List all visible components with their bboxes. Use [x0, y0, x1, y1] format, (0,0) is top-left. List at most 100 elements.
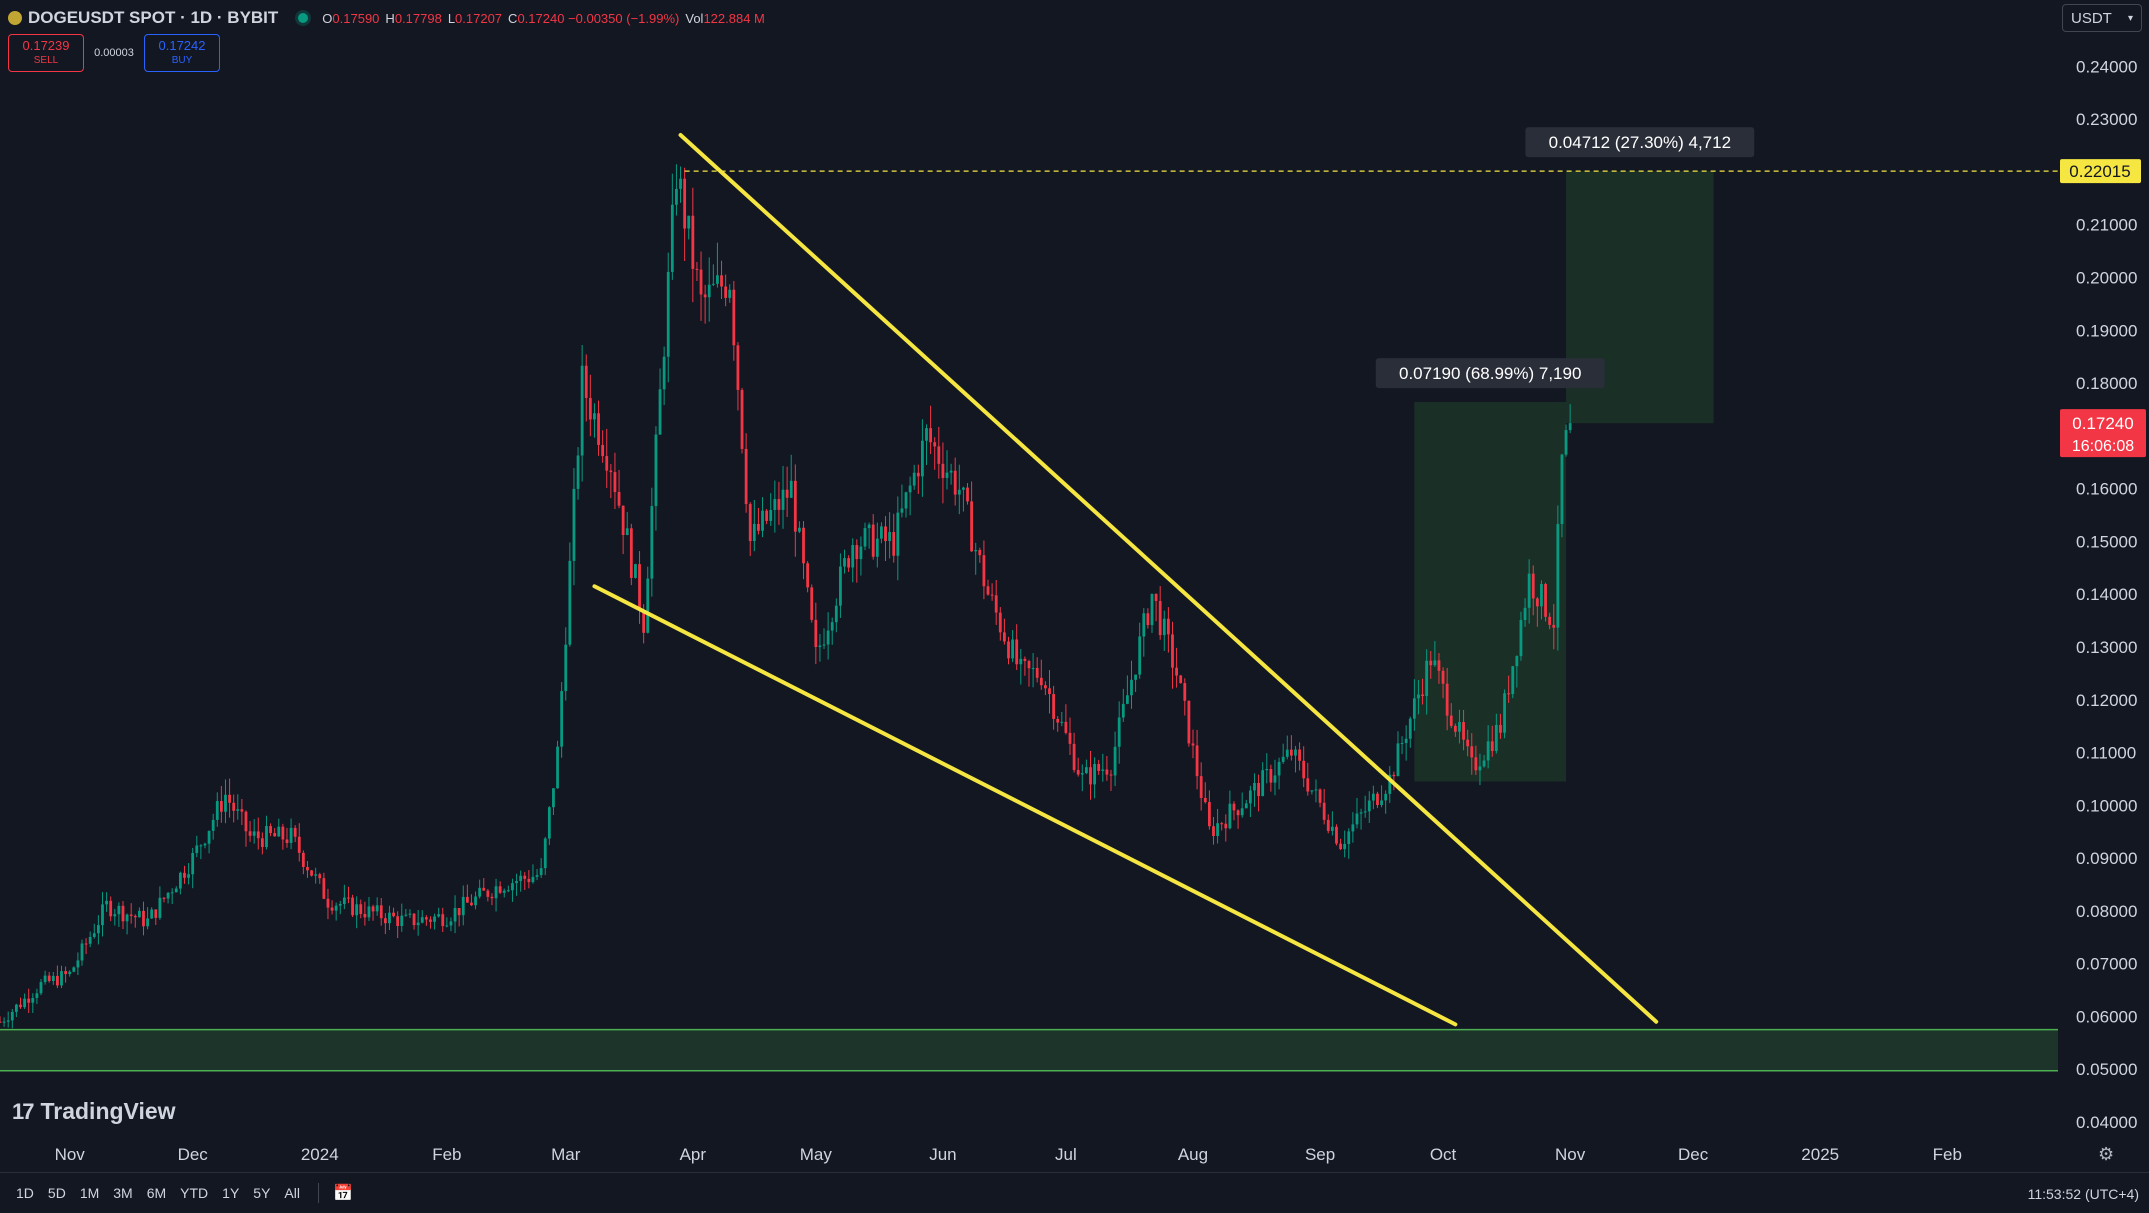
clock: 11:53:52 (UTC+4) — [2027, 1186, 2139, 1202]
symbol-title[interactable]: DOGEUSDT SPOT · 1D · BYBIT — [28, 8, 279, 27]
candle — [925, 428, 928, 441]
range-3m[interactable]: 3M — [113, 1185, 133, 1201]
candle — [543, 838, 547, 869]
candle — [871, 524, 875, 557]
candle — [260, 838, 264, 847]
price-axis[interactable] — [2058, 0, 2149, 1172]
range-1d[interactable]: 1D — [16, 1185, 34, 1201]
candle — [60, 971, 63, 986]
candle — [593, 413, 596, 420]
candle — [1343, 843, 1347, 850]
sell-button[interactable]: 0.17239 SELL — [8, 34, 84, 72]
candle — [757, 523, 760, 531]
range-1m[interactable]: 1M — [79, 1185, 100, 1201]
candle — [1093, 763, 1096, 785]
candle — [621, 505, 625, 535]
high-value: 0.17798 — [394, 10, 442, 26]
candle — [1564, 430, 1568, 455]
candle — [121, 905, 125, 922]
trendline-upper[interactable] — [678, 133, 1659, 1024]
candle — [1146, 613, 1150, 626]
candle — [301, 852, 305, 867]
time-tick-label: Apr — [680, 1145, 707, 1164]
candle — [412, 913, 416, 926]
candle — [1396, 743, 1400, 777]
trade-buttons: 0.17239 SELL 0.00003 0.17242 BUY — [8, 34, 220, 72]
candle — [1162, 618, 1166, 636]
candle — [994, 595, 998, 613]
candle — [1330, 826, 1334, 831]
candle — [761, 510, 764, 531]
time-tick-label: 2025 — [1801, 1145, 1839, 1164]
candle — [1166, 618, 1170, 635]
candle — [416, 922, 420, 926]
candle — [863, 528, 867, 547]
candle — [1474, 757, 1478, 771]
candle — [375, 905, 379, 912]
candle — [1371, 793, 1375, 801]
candle — [109, 900, 113, 917]
time-tick-label: Jun — [929, 1145, 956, 1164]
candle — [1207, 802, 1211, 827]
candle — [1179, 675, 1183, 684]
candle — [322, 878, 326, 899]
candle — [1490, 741, 1494, 751]
range-1y[interactable]: 1Y — [222, 1185, 240, 1201]
candle — [629, 528, 633, 578]
candle — [1306, 778, 1310, 792]
candle — [699, 269, 703, 295]
candle — [1035, 668, 1039, 678]
candle — [1257, 782, 1260, 797]
candle — [1080, 773, 1084, 775]
candle — [191, 852, 195, 875]
candle — [1175, 667, 1178, 676]
candle — [490, 896, 494, 899]
candle — [396, 916, 400, 926]
candle — [1355, 813, 1359, 825]
candle — [830, 622, 834, 631]
candle — [736, 345, 740, 390]
bottom-toolbar: 1D 5D 1M 3M 6M YTD 1Y 5Y All 📅 — [0, 1172, 2149, 1213]
high-label: H — [385, 10, 395, 26]
candle — [1556, 524, 1560, 628]
candle — [47, 975, 51, 982]
market-open-icon — [298, 13, 309, 23]
candle — [1150, 593, 1154, 626]
candle — [949, 470, 953, 473]
candle — [158, 897, 162, 918]
range-ytd[interactable]: YTD — [180, 1185, 209, 1201]
range-5y[interactable]: 5Y — [253, 1185, 271, 1201]
trendline-lower[interactable] — [592, 584, 1458, 1027]
candle — [470, 902, 473, 906]
candle — [113, 914, 117, 917]
currency-select[interactable]: USDT ▾ — [2062, 4, 2142, 32]
candle — [1244, 803, 1248, 809]
candle — [921, 440, 924, 477]
range-6m[interactable]: 6M — [146, 1185, 167, 1201]
candle — [937, 446, 941, 464]
last-price-tag — [2060, 409, 2146, 458]
candle — [14, 1004, 18, 1012]
candle — [511, 883, 514, 891]
candle — [1191, 743, 1195, 746]
candle — [1449, 715, 1453, 726]
settings-icon[interactable]: ⚙ — [2098, 1144, 2115, 1164]
candle — [84, 943, 88, 945]
buy-button[interactable]: 0.17242 BUY — [144, 34, 220, 72]
candle — [1400, 743, 1404, 745]
candle — [1412, 698, 1416, 719]
range-all[interactable]: All — [284, 1185, 300, 1201]
candle — [1408, 718, 1412, 739]
tradingview-logo[interactable]: 17 TradingView — [12, 1098, 176, 1125]
candle — [289, 827, 293, 843]
range-5d[interactable]: 5D — [47, 1185, 66, 1201]
chart-header: DOGEUSDT SPOT · 1D · BYBIT O 0.17590 H 0… — [8, 6, 771, 30]
calendar-icon[interactable]: 📅 — [332, 1185, 353, 1202]
candle — [1236, 810, 1240, 816]
candle — [884, 526, 887, 542]
price-tick-label: 0.20000 — [2076, 269, 2137, 288]
candle — [798, 527, 801, 532]
candle — [162, 897, 166, 899]
candle — [1425, 660, 1429, 697]
